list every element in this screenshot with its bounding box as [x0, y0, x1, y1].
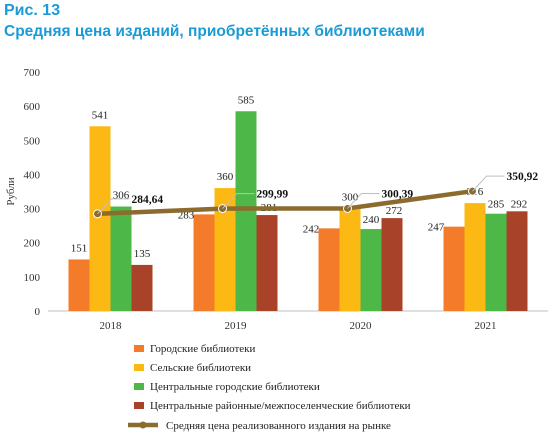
y-tick-label: 100: [24, 272, 41, 284]
y-tick-label: 0: [35, 306, 41, 318]
legend-swatch: [134, 364, 144, 371]
data-label: 242: [303, 223, 320, 235]
y-tick-label: 300: [24, 204, 41, 216]
legend-label: Центральные городские библиотеки: [150, 381, 320, 393]
x-tick-label: 2020: [350, 320, 373, 332]
bar: [360, 229, 382, 311]
legend-marker: [139, 421, 147, 429]
chart-title: Средняя цена изданий, приобретённых библ…: [4, 23, 425, 40]
data-label: 292: [511, 198, 528, 210]
y-tick-label: 700: [24, 67, 41, 79]
bar: [256, 215, 278, 311]
bar: [131, 264, 153, 311]
data-label: 272: [386, 205, 403, 217]
legend-swatch: [134, 402, 144, 409]
data-label: 541: [92, 109, 109, 121]
legend-swatch: [134, 345, 144, 352]
bar: [339, 208, 361, 311]
bar: [443, 226, 465, 311]
y-tick-label: 600: [24, 101, 41, 113]
y-tick-label: 200: [24, 238, 41, 250]
data-label: 135: [134, 248, 151, 260]
bar: [235, 111, 257, 311]
figure-label: Рис. 13: [4, 2, 61, 19]
data-label: 300: [342, 192, 359, 204]
data-label: 240: [363, 214, 380, 226]
data-label: 247: [428, 222, 445, 234]
x-tick-label: 2018: [100, 320, 123, 332]
y-tick-label: 400: [24, 169, 41, 181]
bar: [110, 206, 132, 311]
line-data-label: 284,64: [132, 194, 164, 206]
legend-label: Центральные районные/межпоселенческие би…: [150, 400, 411, 412]
bar: [318, 228, 340, 311]
x-tick-label: 2021: [475, 320, 497, 332]
bar: [464, 203, 486, 311]
label-leader: [97, 198, 130, 215]
bar: [68, 259, 90, 311]
line-data-label: 350,92: [507, 171, 539, 183]
data-label: 585: [238, 94, 255, 106]
line-data-label: 300,39: [382, 188, 414, 200]
y-axis-label: Рубли: [5, 177, 17, 205]
legend-label: Средняя цена реализованного издания на р…: [166, 420, 391, 432]
bar: [485, 213, 507, 311]
data-label: 306: [113, 190, 130, 202]
bar: [381, 218, 403, 311]
x-tick-label: 2019: [225, 320, 248, 332]
data-label: 285: [488, 199, 505, 211]
line-series: [97, 188, 473, 217]
label-leader: [222, 193, 255, 209]
legend-swatch: [134, 383, 144, 390]
data-label: 151: [71, 242, 88, 254]
bar: [506, 211, 528, 311]
y-tick-label: 500: [24, 135, 41, 147]
label-leader: [472, 175, 505, 192]
bar: [214, 188, 236, 311]
label-leader: [347, 192, 380, 209]
bar: [89, 126, 111, 311]
line-data-label: 299,99: [257, 189, 289, 201]
legend-label: Сельские библиотеки: [150, 362, 251, 374]
legend-label: Городские библиотеки: [150, 343, 255, 355]
data-label: 360: [217, 171, 234, 183]
bar: [193, 214, 215, 311]
